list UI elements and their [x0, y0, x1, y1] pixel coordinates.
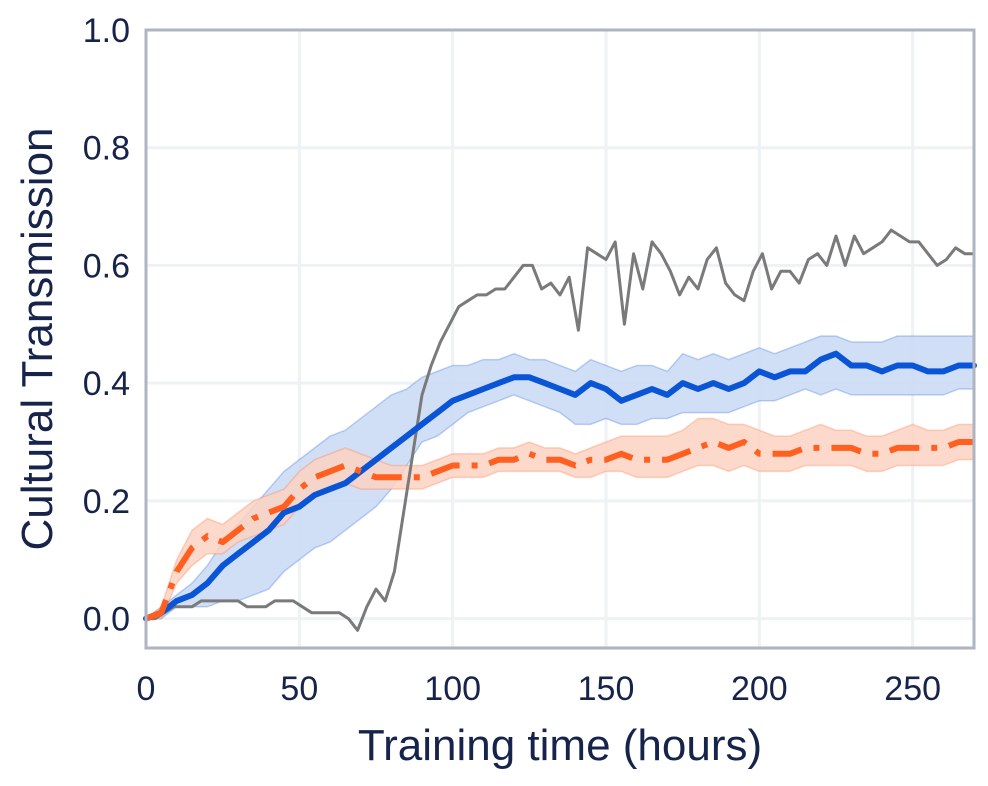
plot-frame — [144, 28, 976, 650]
y-tick-label-5: 1.0 — [83, 12, 130, 50]
x-tick-label-1: 50 — [280, 670, 318, 708]
series-1-line — [144, 439, 974, 622]
series-2-line — [146, 228, 974, 632]
y-tick-label-3: 0.6 — [83, 247, 130, 285]
y-tick-labels: 0.0 0.2 0.4 0.6 0.8 1.0 — [83, 12, 130, 639]
confidence-bands — [143, 335, 975, 620]
series-lines — [143, 228, 977, 632]
y-tick-label-0: 0.0 — [83, 601, 130, 639]
x-axis-title: Training time (hours) — [358, 721, 762, 770]
y-tick-label-4: 0.8 — [83, 130, 130, 168]
series-0-line — [143, 350, 977, 622]
y-tick-label-2: 0.4 — [83, 365, 130, 403]
y-tick-label-1: 0.2 — [83, 483, 130, 521]
x-tick-label-3: 150 — [578, 670, 635, 708]
x-tick-label-0: 0 — [137, 670, 156, 708]
x-tick-label-2: 100 — [424, 670, 481, 708]
series-0-band — [143, 335, 975, 620]
x-tick-label-4: 200 — [731, 670, 788, 708]
y-axis-title: Cultural Transmission — [13, 127, 62, 550]
x-tick-label-5: 250 — [884, 670, 941, 708]
x-tick-labels: 0 50 100 150 200 250 — [137, 670, 941, 708]
